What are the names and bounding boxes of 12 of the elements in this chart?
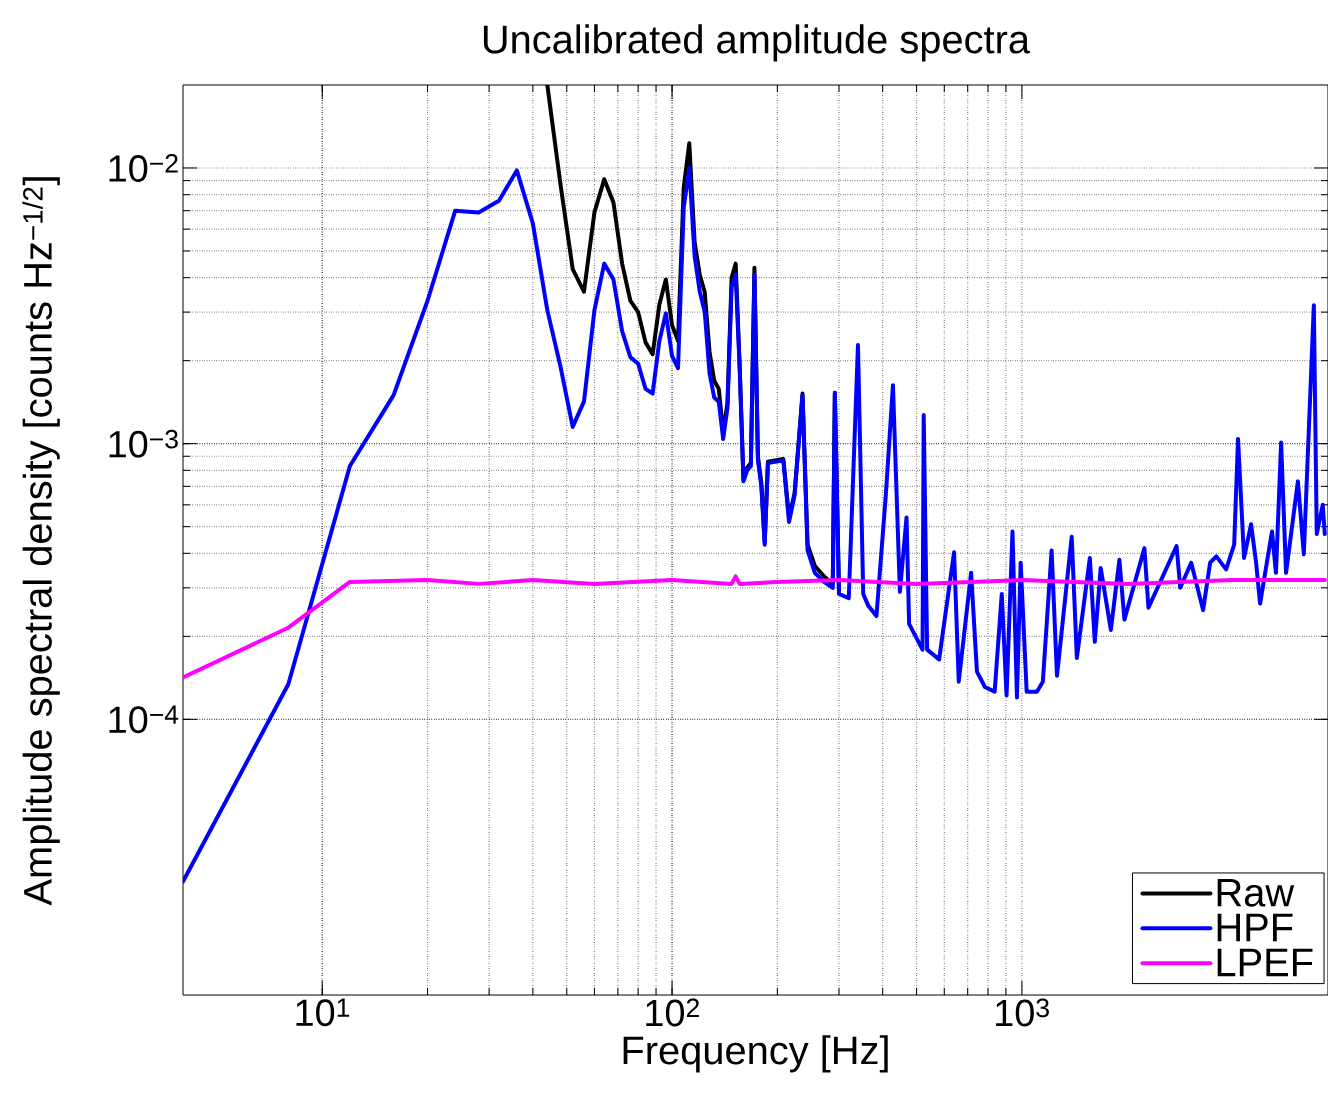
y-tick-label: 10$^{−3}$ xyxy=(109,429,178,458)
x-tick-label: 10$^{1}$ xyxy=(296,998,350,1027)
x-axis-title: Frequency [Hz] xyxy=(623,1035,888,1073)
legend-label: Raw xyxy=(1217,878,1295,907)
x-tick-label: 10$^{3}$ xyxy=(996,998,1049,1027)
y-tick-label: 10$^{−4}$ xyxy=(109,705,179,734)
y-tick-label: 10$^{−2}$ xyxy=(109,154,178,182)
chart-title: Uncalibrated amplitude spectra xyxy=(483,24,1031,62)
x-tick-label: 10$^{2}$ xyxy=(646,998,699,1027)
legend-label: LPEF xyxy=(1217,948,1313,977)
legend-label: HPF xyxy=(1217,913,1293,942)
y-axis-title: Amplitude spectral density [counts Hz$^{−1/2}$] xyxy=(22,177,60,906)
